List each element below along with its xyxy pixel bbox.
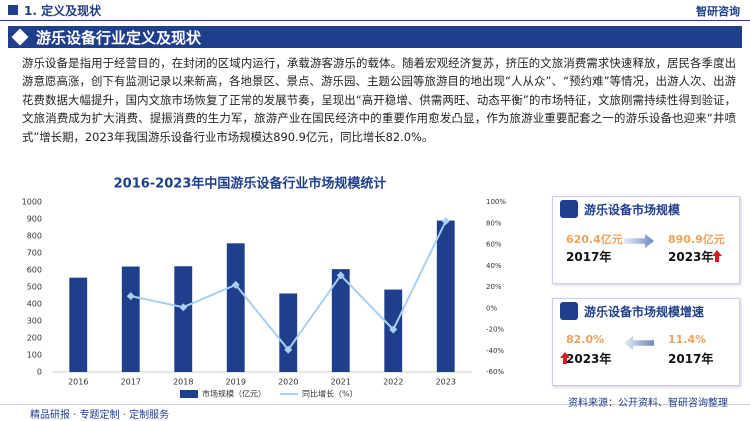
y2-tick-label: 40%: [486, 262, 502, 270]
source: 资料来源：公开资料、智研咨询整理: [568, 398, 728, 409]
legend-label: 同比增长（%）: [302, 389, 358, 399]
y-tick-label: 1000: [22, 198, 42, 207]
bar: [436, 220, 455, 372]
y-tick-label: 700: [27, 249, 42, 258]
x-tick-label: 2016: [68, 378, 88, 387]
x-tick-label: 2020: [278, 378, 298, 387]
y2-tick-label: 80%: [486, 219, 502, 227]
chart-title: 2016-2023年中国游乐设备行业市场规模统计: [114, 176, 387, 192]
x-tick-label: 2022: [383, 378, 403, 387]
y-tick-label: 800: [27, 232, 42, 241]
y2-tick-label: 100%: [486, 198, 506, 206]
up-arrow: [560, 352, 570, 364]
card-icon: [560, 200, 578, 218]
up-arrow: [712, 250, 722, 262]
y2-tick-label: 0%: [486, 304, 497, 312]
y-tick-label: 600: [27, 266, 42, 275]
right-year: 2017年: [668, 352, 714, 366]
card-title: 游乐设备市场规模增速: [584, 305, 705, 319]
paragraph: 游乐设备是指用于经营目的，在封闭的区域内运行，承载游客游乐的载体。随着宏观经济复…: [22, 56, 736, 144]
point: [126, 292, 135, 301]
left-value: 620.4亿元: [566, 233, 623, 246]
bar: [174, 266, 193, 372]
card: [552, 196, 740, 284]
left-value: 82.0%: [566, 333, 605, 346]
card: [552, 298, 740, 386]
footer-bar: [0, 404, 750, 421]
chart: 2016-2023年中国游乐设备行业市场规模统计 0 100 200 300 400 50…: [22, 176, 507, 399]
bar: [69, 277, 88, 372]
bar: [121, 266, 140, 372]
point: [284, 345, 293, 354]
right-value: 890.9亿元: [668, 233, 725, 246]
top-bar: [0, 0, 750, 21]
bar: [331, 269, 350, 372]
y-tick-label: 900: [27, 215, 42, 224]
x-tick-label: 2018: [173, 378, 193, 387]
logo: 智研咨询: [696, 5, 740, 18]
point: [441, 217, 450, 226]
left-year: 2023年: [566, 352, 612, 366]
banner: [8, 26, 742, 48]
y-tick-label: 0: [37, 368, 42, 377]
y-tick-label: 100: [27, 351, 42, 360]
right-year: 2023年: [668, 250, 714, 264]
card-icon: [560, 302, 578, 320]
bar: [226, 243, 245, 372]
y-tick-label: 500: [27, 283, 42, 292]
x-tick-label: 2017: [121, 378, 141, 387]
y2-tick-label: -20%: [486, 326, 504, 334]
y2-tick-label: 20%: [486, 283, 502, 291]
y-tick-label: 200: [27, 334, 42, 343]
section-title: 1. 定义及现状: [24, 4, 102, 18]
section-icon: [8, 5, 18, 15]
card-title: 游乐设备市场规模: [584, 203, 681, 217]
point: [231, 280, 240, 289]
point: [389, 325, 398, 334]
x-tick-label: 2021: [331, 378, 351, 387]
y-tick-label: 300: [27, 317, 42, 326]
x-tick-label: 2023: [436, 378, 456, 387]
y-tick-label: 400: [27, 300, 42, 309]
y2-tick-label: 60%: [486, 241, 502, 249]
left-year: 2017年: [566, 250, 612, 264]
banner-title: 游乐设备行业定义及现状: [36, 29, 202, 47]
right-value: 11.4%: [668, 333, 707, 346]
y2-tick-label: -60%: [486, 368, 504, 376]
legend-label: 市场规模（亿元）: [202, 389, 266, 399]
point: [336, 271, 345, 280]
y2-tick-label: -40%: [486, 347, 504, 355]
legend-swatch: [180, 390, 198, 398]
x-tick-label: 2019: [226, 378, 246, 387]
bar: [279, 293, 298, 372]
footer-left: 精品研报 · 专题定制 · 定制服务: [30, 410, 170, 421]
point: [179, 303, 188, 312]
